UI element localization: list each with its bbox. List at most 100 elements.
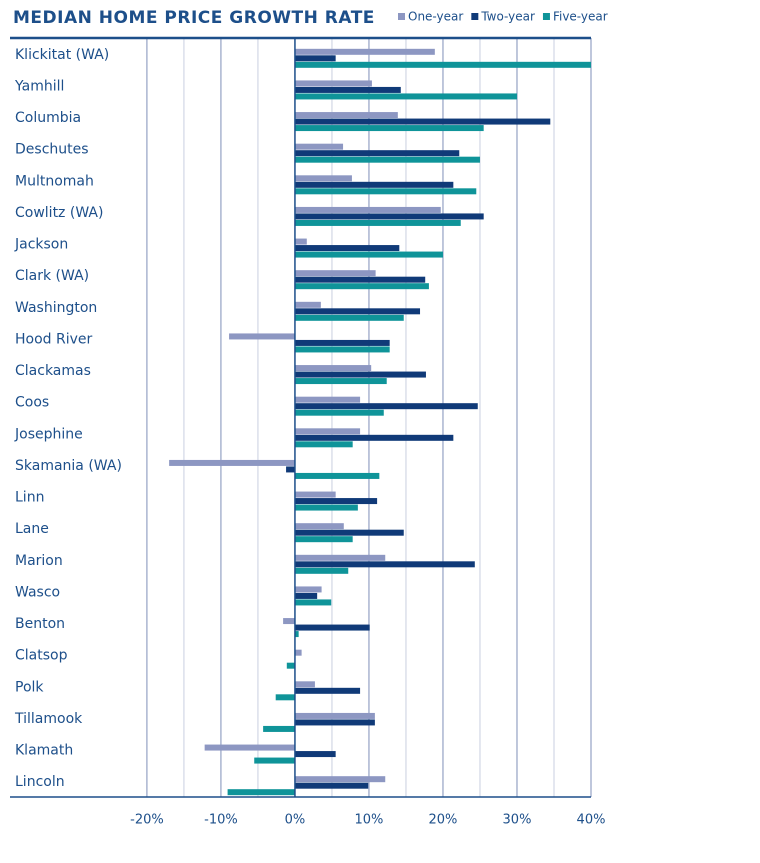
- bar: [294, 48, 435, 55]
- x-tick-label: -10%: [204, 813, 238, 828]
- category-label: Deschutes: [15, 142, 89, 158]
- bar: [294, 491, 336, 498]
- bar: [294, 523, 344, 530]
- bar: [294, 150, 460, 157]
- bar: [294, 371, 426, 378]
- legend-swatch: [471, 13, 479, 20]
- bar: [294, 403, 478, 410]
- bar: [283, 618, 295, 625]
- category-label: Skamania (WA): [15, 458, 122, 474]
- legend-swatch: [542, 13, 550, 20]
- bar: [294, 181, 454, 188]
- x-tick-label: 0%: [285, 813, 306, 828]
- bar: [294, 567, 349, 574]
- category-label: Tillamook: [14, 711, 83, 727]
- bar: [294, 782, 369, 789]
- category-label: Washington: [15, 300, 97, 316]
- category-label: Clackamas: [15, 363, 91, 379]
- bar: [294, 396, 361, 403]
- bar: [294, 712, 375, 719]
- bar: [294, 504, 358, 511]
- bar: [294, 428, 361, 435]
- bar: [294, 86, 401, 93]
- bar: [294, 554, 386, 561]
- legend-label: Five-year: [553, 10, 608, 24]
- legend-label: One-year: [408, 10, 463, 24]
- x-tick-label: 10%: [355, 813, 384, 828]
- category-label: Lincoln: [15, 774, 65, 790]
- x-tick-label: -20%: [130, 813, 164, 828]
- legend-swatch: [398, 13, 405, 20]
- bar: [294, 251, 443, 258]
- category-label: Klickitat (WA): [15, 47, 109, 63]
- category-label: Columbia: [15, 110, 81, 126]
- bar: [294, 238, 307, 245]
- legend-label: Two-year: [480, 10, 535, 24]
- bar: [294, 472, 380, 479]
- bar: [294, 283, 429, 290]
- bar: [294, 409, 384, 416]
- bar: [286, 466, 295, 473]
- bar: [294, 434, 454, 441]
- x-tick-label: 30%: [503, 813, 532, 828]
- bar: [294, 649, 302, 656]
- bar: [294, 561, 475, 568]
- category-label: Lane: [15, 521, 49, 537]
- bar: [294, 55, 336, 62]
- bar: [294, 339, 390, 346]
- bar: [294, 719, 375, 726]
- bar: [294, 245, 400, 252]
- category-label: Marion: [15, 553, 63, 569]
- bar: [294, 529, 404, 536]
- bar: [294, 276, 426, 283]
- category-label: Linn: [15, 490, 44, 506]
- bar: [294, 365, 372, 372]
- bar: [294, 346, 390, 353]
- bar: [294, 536, 353, 543]
- category-label: Polk: [15, 679, 44, 695]
- bar: [294, 175, 352, 182]
- bar: [294, 188, 477, 195]
- category-label: Jackson: [14, 237, 68, 253]
- bar: [169, 459, 295, 466]
- bar: [294, 301, 321, 308]
- bar: [294, 219, 461, 226]
- category-label: Yamhill: [14, 78, 64, 94]
- x-tick-label: 40%: [577, 813, 606, 828]
- bar: [294, 156, 480, 163]
- bar: [294, 80, 372, 87]
- bar: [294, 125, 484, 132]
- bar: [294, 751, 336, 758]
- category-label: Multnomah: [15, 173, 94, 189]
- bar: [204, 744, 295, 751]
- bar: [294, 93, 517, 100]
- bar: [294, 308, 421, 315]
- bar: [294, 631, 299, 638]
- bar: [227, 789, 295, 796]
- bar: [294, 112, 398, 119]
- category-label: Klamath: [15, 743, 73, 759]
- bar: [294, 681, 315, 688]
- category-label: Clark (WA): [15, 268, 89, 284]
- bar: [294, 687, 361, 694]
- bar: [263, 725, 295, 732]
- bar: [229, 333, 295, 340]
- bar: [254, 757, 295, 764]
- bar: [294, 61, 591, 68]
- category-label: Cowlitz (WA): [15, 205, 103, 221]
- bar: [294, 586, 322, 593]
- category-label: Coos: [15, 395, 49, 411]
- bar: [294, 143, 344, 150]
- category-label: Wasco: [15, 584, 60, 600]
- bar: [294, 592, 318, 599]
- bar: [294, 270, 376, 277]
- category-label: Josephine: [14, 426, 83, 442]
- chart-title: MEDIAN HOME PRICE GROWTH RATE: [13, 8, 375, 28]
- bar: [294, 498, 378, 505]
- bar: [294, 624, 370, 631]
- bar: [294, 213, 484, 220]
- bar: [294, 378, 387, 385]
- bar: [294, 441, 353, 448]
- x-tick-label: 20%: [429, 813, 458, 828]
